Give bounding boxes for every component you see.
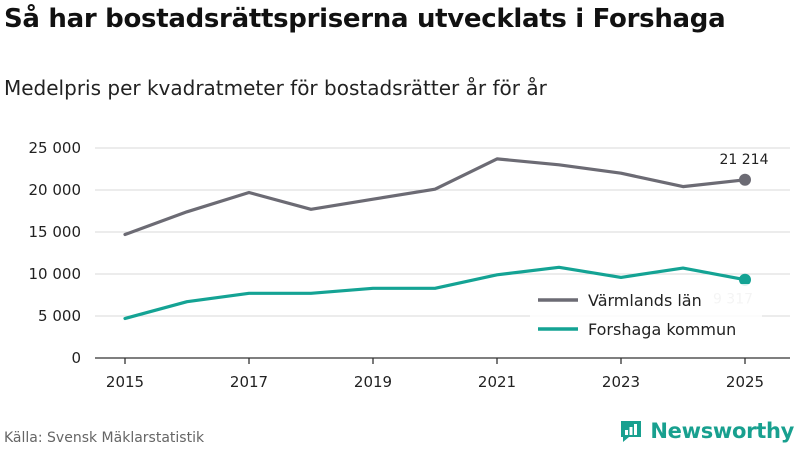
brand-name: Newsworthy [650, 419, 794, 443]
source-note: Källa: Svensk Mäklarstatistik [4, 430, 205, 446]
x-tick-label: 2023 [602, 373, 640, 391]
legend: Värmlands län Forshaga kommun [530, 284, 762, 346]
x-tick-label: 2017 [230, 373, 268, 391]
y-tick-label: 5 000 [38, 307, 81, 325]
end-label-varmlands-lan: 21 214 [720, 152, 769, 168]
axes: 0 5 000 10 000 15 000 20 000 25 000 2015 2017 20… [29, 139, 790, 391]
x-tick-label: 2015 [106, 373, 144, 391]
x-tick-label: 2019 [354, 373, 392, 391]
y-tick-label: 10 000 [29, 265, 82, 283]
series-line-varmlands-lan [123, 157, 747, 237]
legend-box [530, 284, 762, 346]
legend-label: Värmlands län [588, 291, 702, 310]
y-tick-label: 0 [71, 349, 81, 367]
y-tick-label: 15 000 [29, 223, 82, 241]
x-tick-label: 2025 [726, 373, 764, 391]
chart-subtitle: Medelpris per kvadratmeter för bostadsrä… [4, 76, 547, 100]
brand-logo: Newsworthy [618, 418, 794, 444]
x-tick-label: 2021 [478, 373, 516, 391]
legend-label: Forshaga kommun [588, 320, 736, 339]
grid-lines [95, 147, 790, 317]
series-line-forshaga-kommun [123, 265, 747, 321]
y-tick-label: 25 000 [29, 139, 82, 157]
chart-title: Så har bostadsrättspriserna utvecklats i… [4, 4, 726, 34]
y-tick-label: 20 000 [29, 181, 82, 199]
end-point-varmlands-lan [739, 173, 751, 186]
newsworthy-logo-icon [621, 421, 642, 442]
series-layer [123, 157, 751, 321]
end-point-forshaga-kommun [739, 273, 751, 286]
